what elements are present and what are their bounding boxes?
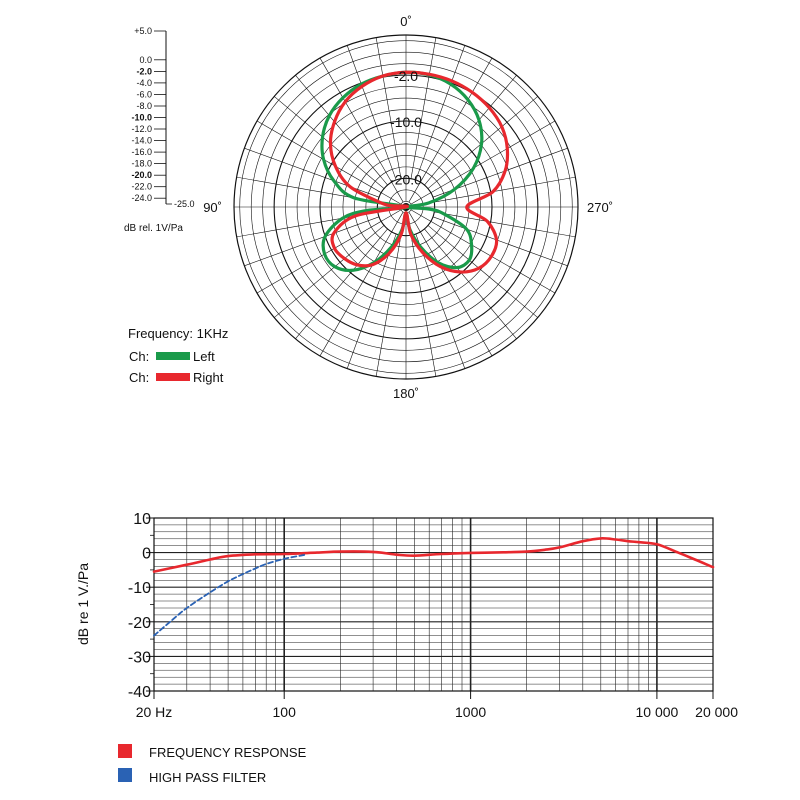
y-tick-label: -40 [128,684,151,701]
y-tick-label: 10 [133,511,151,528]
polar-spoke [408,212,493,357]
polar-spoke [295,228,388,339]
legend-frequency-response: FREQUENCY RESPONSE [118,744,307,760]
db-scale-label: -14.0 [131,136,152,146]
polar-spoke [256,209,401,294]
db-scale-label: -25.0 [174,199,195,209]
polar-spokes [234,35,578,379]
db-scale-label: 0.0 [139,55,152,65]
legend-right-label: Right [193,370,224,385]
polar-spoke [424,75,517,186]
db-scale-label: -8.0 [136,101,152,111]
polar-ring-label: -10.0 [390,114,422,130]
polar-plot: -2.0 -10.0 -20.0 0˚ 90˚ 180˚ 270˚ [203,14,613,401]
y-tick-label: 0 [142,546,151,563]
db-scale-label: -10.0 [131,113,152,123]
frequency-label: Frequency: 1KHz [128,326,228,341]
polar-spoke [434,211,576,238]
polar-spoke [256,120,401,205]
polar-spoke [410,235,437,377]
polar-ring-label: -20.0 [390,171,422,187]
legend-high-pass-filter-label: HIGH PASS FILTER [149,770,266,785]
db-scale-label: -20.0 [131,170,152,180]
frequency-grid [154,518,713,691]
polar-spoke [375,37,402,179]
plot-frame [153,517,714,692]
y-axis-label: dB re 1 V./Pa [75,563,91,645]
polar-spoke [424,228,517,339]
x-tick-label: 1000 [455,704,486,720]
polar-spoke [274,225,385,318]
db-scale-label: +5.0 [134,26,152,36]
polar-spoke [415,233,466,369]
db-scale-label: -12.0 [131,124,152,134]
legend-left: Ch: Left [129,349,215,364]
y-tick-labels: 10 0 -10 -20 -30 -40 [128,511,154,701]
polar-spoke [295,75,388,186]
legend-right: Ch: Right [129,370,224,385]
angle-label-180: 180˚ [393,386,419,401]
legend-left-swatch [156,352,190,360]
legend-high-pass-filter: HIGH PASS FILTER [118,768,266,785]
polar-spoke [427,225,538,318]
polar-spoke [415,45,466,181]
db-scale: +5.00.0-2.0-4.0-6.0-8.0-10.0-12.0-14.0-1… [131,26,194,209]
legend-right-prefix: Ch: [129,370,149,385]
db-scale-label: -16.0 [131,147,152,157]
polar-spoke [319,57,404,202]
polar-ring-labels: -2.0 -10.0 -20.0 [390,68,422,187]
frequency-response-chart: 100-10-20-30-40 20 Hz 100 1000 10 000 20 000… [75,511,738,720]
x-tick-label: 10 000 [635,704,678,720]
polar-spoke [244,216,380,267]
polar-ring-label: -2.0 [394,68,418,84]
y-tick-label: -10 [128,580,151,597]
polar-spoke [410,37,437,179]
x-tick-label: 100 [273,704,297,720]
db-scale-label: -4.0 [136,78,152,88]
legend-left-prefix: Ch: [129,349,149,364]
angle-label-0: 0˚ [400,14,412,29]
db-scale-label: -24.0 [131,193,152,203]
x-tick-label: 20 000 [695,704,738,720]
polar-series [320,70,510,274]
y-tick-label: -30 [128,649,151,666]
polar-spoke [432,216,568,267]
legend-frequency-response-swatch [118,744,132,758]
db-scale-label: -22.0 [131,182,152,192]
legend-high-pass-filter-swatch [118,768,132,782]
legend-frequency-response-label: FREQUENCY RESPONSE [149,745,307,760]
x-tick-labels: 20 Hz 100 1000 10 000 20 000 [136,691,738,720]
y-tick-label: -20 [128,615,151,632]
legend-left-label: Left [193,349,215,364]
angle-label-270: 270˚ [587,200,613,215]
db-unit-label: dB rel. 1V/Pa [124,223,183,234]
polar-spoke [375,235,402,377]
polar-spoke [411,209,556,294]
series-line-high-pass-filter [153,553,307,637]
db-scale-label: -2.0 [136,66,152,76]
frequency-series [152,537,715,637]
db-scale-label: -18.0 [131,159,152,169]
polar-spoke [411,120,556,205]
polar-spoke [244,147,380,198]
polar-spoke [434,176,576,203]
polar-spoke [319,212,404,357]
polar-spoke [408,57,493,202]
polar-spoke [346,45,397,181]
x-tick-label: 20 Hz [136,704,173,720]
legend-right-swatch [156,373,190,381]
angle-label-90: 90˚ [203,200,222,215]
polar-series-right [328,70,510,274]
series-line-frequency-response [152,537,715,573]
db-scale-label: -6.0 [136,89,152,99]
